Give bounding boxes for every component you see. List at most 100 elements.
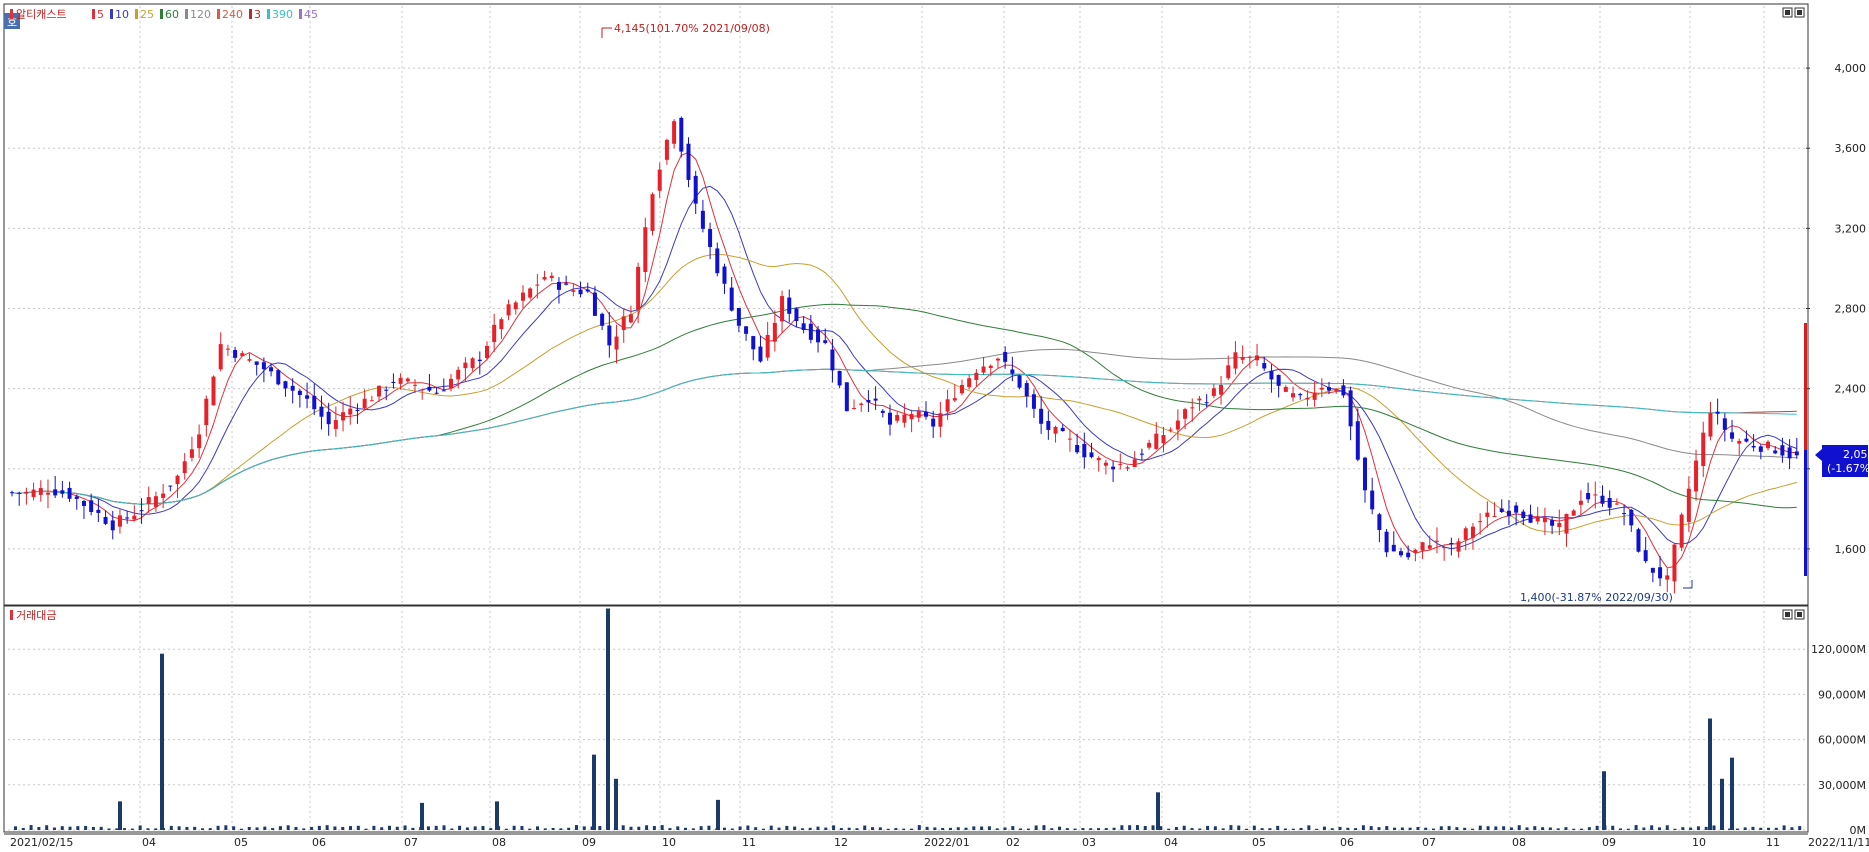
volume-bar (1260, 828, 1264, 830)
candle-body (225, 348, 230, 350)
volume-bar (426, 826, 430, 830)
date-tick-label: 04 (1164, 836, 1178, 849)
volume-bar (699, 826, 703, 830)
volume-bar (1642, 827, 1646, 830)
candle-body (758, 346, 763, 362)
volume-bar (1385, 826, 1389, 830)
volume-bar (1104, 828, 1108, 830)
volume-bar (403, 825, 407, 830)
volume-bar (832, 825, 836, 830)
volume-bar (349, 826, 353, 830)
date-tick-label: 08 (492, 836, 506, 849)
candle-body (628, 314, 633, 323)
volume-bar (118, 801, 122, 830)
candle-body (772, 322, 777, 342)
volume-bar (1525, 827, 1529, 830)
candle-body (564, 283, 569, 285)
candle-body (413, 384, 418, 386)
candle-body (1276, 374, 1281, 386)
candle-body (1398, 551, 1403, 556)
volume-bar (442, 825, 446, 830)
volume-bar (247, 826, 251, 830)
legend-item-label: 25 (140, 8, 154, 21)
volume-bar (793, 826, 797, 830)
date-tick-label: 06 (1340, 836, 1354, 849)
candle-body (1506, 510, 1511, 517)
candle-body (1053, 426, 1058, 434)
volume-bar (1470, 828, 1474, 830)
candle-body (449, 378, 454, 389)
current-price-marker: 2,055 (-1.67%) (1804, 323, 1869, 576)
candle-body (31, 489, 36, 498)
legend-swatch (249, 9, 252, 19)
candle-body (117, 515, 122, 527)
volume-bar (154, 828, 158, 830)
volume-tick-label: 120,000M (1811, 643, 1866, 656)
volume-bar (1190, 828, 1194, 830)
volume-bar (754, 827, 758, 830)
volume-bar (1050, 828, 1054, 830)
candle-body (1722, 418, 1727, 430)
candle-body (427, 386, 432, 391)
volume-bar (1712, 825, 1716, 830)
volume-bar (294, 826, 298, 830)
candle-body (1240, 357, 1245, 360)
candle-body (1629, 509, 1634, 526)
title-badge[interactable]: 호 (7, 16, 17, 29)
volume-bar (255, 827, 259, 830)
volume-bar (387, 825, 391, 830)
candle-body (1607, 498, 1612, 508)
candle-body (1636, 529, 1641, 552)
volume-bar (1019, 828, 1023, 830)
candle-body (1650, 567, 1655, 573)
volume-legend: 거래대금 (10, 609, 56, 622)
volume-bar (582, 826, 586, 830)
candle-body (1391, 544, 1396, 552)
candle-body (1557, 522, 1562, 527)
candle-body (1370, 490, 1375, 510)
volume-bar (1322, 826, 1326, 830)
candle-body (1024, 383, 1029, 397)
price-panel-controls[interactable] (1782, 7, 1805, 18)
date-tick-label: 2021/02/15 (10, 836, 73, 849)
volume-bar (1696, 826, 1700, 830)
candle-body (1247, 356, 1252, 358)
title-badge-bg[interactable] (4, 13, 20, 29)
volume-panel-controls[interactable] (1782, 609, 1805, 620)
volume-bar (878, 827, 882, 830)
volume-bar (1174, 826, 1178, 830)
volume-bar (52, 827, 56, 830)
ma-line-25 (11, 253, 1797, 533)
candle-body (1362, 457, 1367, 491)
volume-bar (1206, 825, 1210, 830)
volume-bar (816, 826, 820, 830)
candle-body (1427, 545, 1432, 549)
volume-bar (107, 828, 111, 830)
candle-body (211, 376, 216, 406)
volume-bar (1767, 827, 1771, 830)
candle-body (837, 370, 842, 386)
candle-body (542, 277, 547, 280)
volume-bar (614, 778, 618, 830)
volume-bar (1704, 826, 1708, 830)
candle-body (1456, 541, 1461, 552)
legend-swatch (160, 9, 163, 19)
candle-body (1564, 513, 1569, 534)
candle-body (1521, 511, 1526, 519)
candle-body (1463, 528, 1468, 540)
candle-body (355, 409, 360, 411)
volume-bar (1081, 828, 1085, 830)
candle-body (96, 509, 101, 513)
candle-body (1485, 512, 1490, 517)
candle-body (1283, 386, 1288, 392)
candle-body (110, 520, 115, 531)
price-tick-label: 1,600 (1835, 543, 1867, 556)
volume-bar (1533, 826, 1537, 830)
volume-bar (1587, 827, 1591, 830)
candle-body (959, 385, 964, 394)
volume-bar (606, 608, 610, 830)
volume-bar (271, 828, 275, 830)
legend-item-label: 10 (115, 8, 129, 21)
candle-body (261, 362, 266, 370)
